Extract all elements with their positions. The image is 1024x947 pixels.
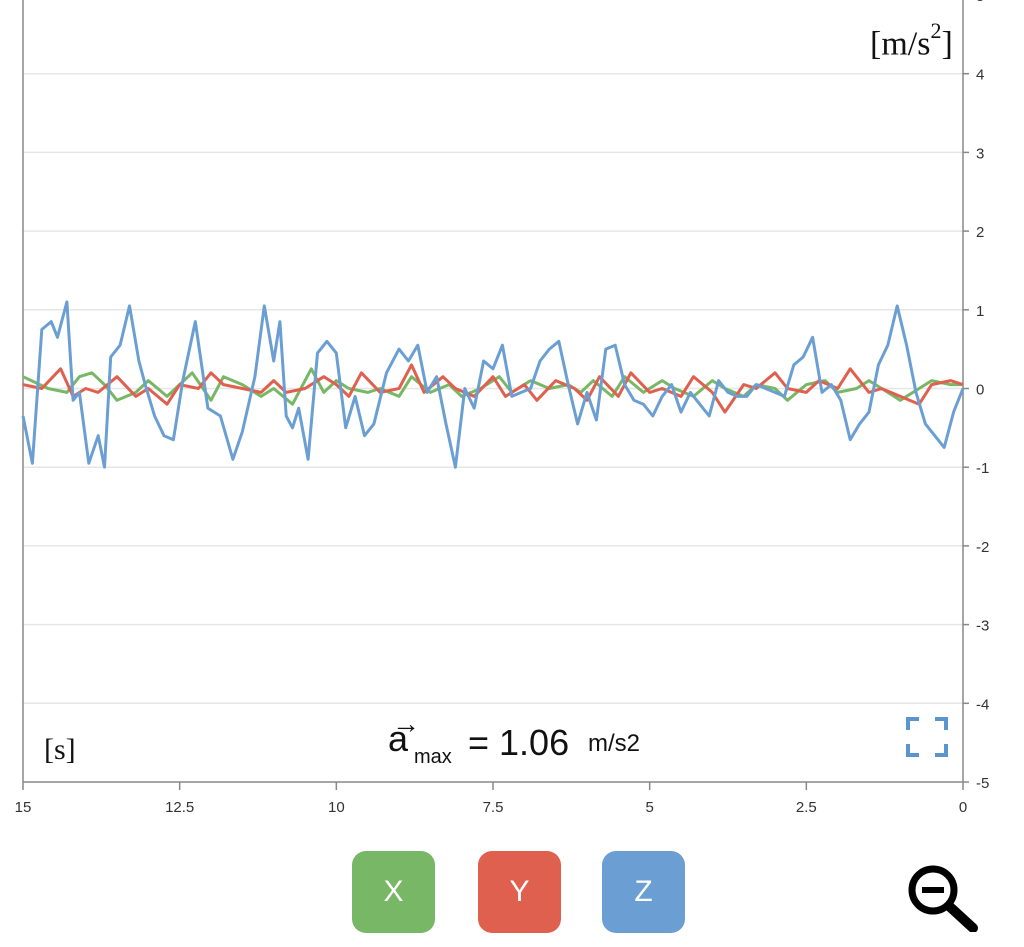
y-tick-label: 3 bbox=[976, 145, 984, 162]
x-axis-unit-label: [s] bbox=[44, 733, 76, 766]
vector-arrow: → bbox=[392, 708, 420, 739]
series-line-y bbox=[22, 363, 964, 414]
y-tick-label: -4 bbox=[976, 696, 989, 713]
series-line-z bbox=[21, 300, 965, 469]
y-tick-label: -1 bbox=[976, 460, 989, 477]
y-axis-toggle-button[interactable]: Y bbox=[478, 851, 561, 933]
z-axis-toggle-button[interactable]: Z bbox=[602, 851, 685, 933]
amax-symbol: a bbox=[388, 718, 409, 759]
x-tick-label: 7.5 bbox=[483, 799, 504, 816]
y-tick-label: 1 bbox=[976, 303, 984, 320]
y-axis-ticks: 5 4 3 2 1 0 -1 -2 -3 -4 -5 bbox=[963, 0, 989, 792]
amax-subscript: max bbox=[414, 746, 452, 768]
x-tick-label: 10 bbox=[328, 799, 345, 816]
grid-lines bbox=[23, 72, 963, 705]
amax-value: = 1.06 bbox=[468, 722, 570, 763]
fullscreen-corners-icon[interactable] bbox=[905, 716, 949, 758]
y-tick-label: 2 bbox=[976, 224, 984, 241]
x-tick-label: 5 bbox=[645, 799, 653, 816]
y-tick-label: 0 bbox=[976, 382, 984, 399]
y-tick-label: -5 bbox=[976, 775, 989, 792]
amax-unit: m/s2 bbox=[588, 730, 641, 757]
y-tick-label: -3 bbox=[976, 618, 989, 635]
y-tick-label: 5 bbox=[976, 0, 984, 5]
y-axis-unit-label: [m/s2] bbox=[870, 18, 953, 63]
x-axis-ticks: 15 12.5 10 7.5 5 2.5 0 bbox=[15, 782, 967, 816]
x-tick-label: 12.5 bbox=[165, 799, 194, 816]
y-tick-label: -2 bbox=[976, 539, 989, 556]
x-tick-label: 15 bbox=[15, 799, 32, 816]
x-axis-toggle-button[interactable]: X bbox=[352, 851, 435, 933]
x-tick-label: 0 bbox=[959, 799, 967, 816]
series-lines bbox=[21, 300, 965, 469]
y-tick-label: 4 bbox=[976, 67, 984, 84]
zoom-out-icon[interactable] bbox=[905, 862, 979, 933]
x-tick-label: 2.5 bbox=[796, 799, 817, 816]
